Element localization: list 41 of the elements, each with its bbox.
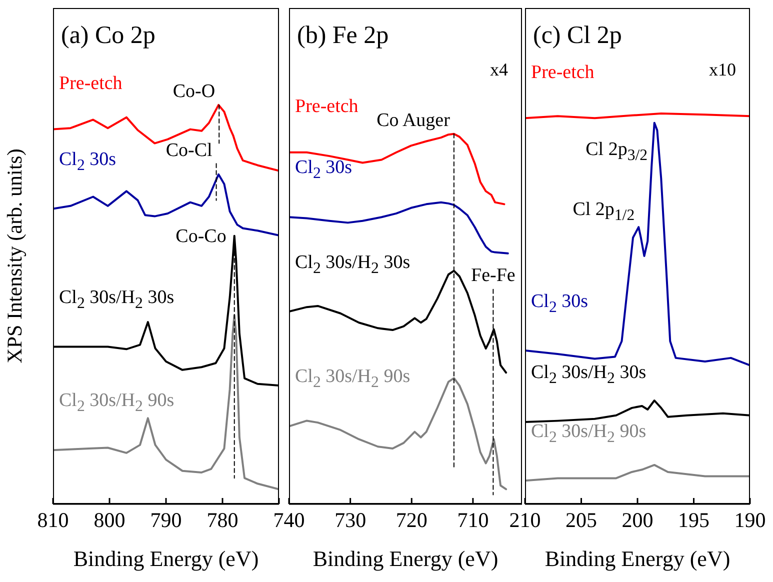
series-label: Pre-etch bbox=[295, 96, 358, 118]
x-tick-label: 195 bbox=[678, 508, 710, 532]
chart-title: (c) Cl 2p bbox=[533, 22, 622, 50]
series-label: Cl$_{2}$ 30s bbox=[295, 157, 352, 184]
x-axis-title: Binding Energy (eV) bbox=[73, 546, 259, 571]
x-tick-label: 800 bbox=[94, 508, 126, 532]
text: x4 bbox=[490, 60, 508, 80]
x-axis-title: Binding Energy (eV) bbox=[312, 546, 498, 571]
series-label: Cl$_{2}$ 30s/H$_{2}$ 90s bbox=[59, 390, 174, 416]
x-tick-label: 730 bbox=[334, 508, 366, 532]
x-tick-label: 205 bbox=[566, 508, 597, 532]
series-label: Cl$_{2}$ 30s bbox=[531, 290, 588, 316]
annotation: Fe-Fe bbox=[471, 265, 516, 288]
x-tick-label: 720 bbox=[396, 508, 428, 532]
x-tick-label: 740 bbox=[273, 508, 305, 532]
x-axis-title: Binding Energy (eV) bbox=[544, 546, 730, 571]
series-label: Pre-etch bbox=[531, 62, 594, 84]
series-label: Cl$_{2}$ 30s/H$_{2}$ 90s bbox=[295, 366, 410, 392]
annotation: Co-Cl bbox=[166, 140, 212, 162]
annotation: Co-O bbox=[172, 80, 216, 103]
series-label: Cl$_{2}$ 30s/H$_{2}$ 30s bbox=[295, 252, 410, 278]
series-label: Pre-etch bbox=[59, 73, 122, 96]
x-tick-label: 200 bbox=[622, 508, 654, 532]
chart-title: (b) Fe 2p bbox=[297, 22, 389, 50]
x-tick-label: 210 bbox=[509, 508, 541, 532]
text: x10 bbox=[709, 60, 736, 80]
annotation: Cl 2p$_{3/2}$ bbox=[586, 139, 648, 165]
x-tick-label: 810 bbox=[37, 508, 69, 532]
chart-title: (a) Co 2p bbox=[61, 22, 156, 50]
x-tick-label: 710 bbox=[457, 508, 489, 532]
series-label: Cl$_{2}$ 30s/H$_{2}$ 90s bbox=[531, 420, 646, 447]
annotation: Cl 2p$_{1/2}$ bbox=[572, 199, 635, 226]
series-label: Cl$_{2}$ 30s/H$_{2}$ 30s bbox=[531, 362, 646, 388]
annotation: Co Auger bbox=[376, 110, 450, 132]
x-tick-label: 790 bbox=[150, 508, 182, 532]
series-label: Cl$_{2}$ 30s bbox=[59, 148, 116, 175]
x-tick-label: 780 bbox=[206, 508, 238, 532]
x-tick-label: 190 bbox=[734, 508, 766, 532]
annotation: Co-Co bbox=[176, 226, 226, 248]
y-axis-title: XPS Intensity (arb. units) bbox=[2, 148, 28, 364]
series-label: Cl$_{2}$ 30s/H$_{2}$ 30s bbox=[59, 286, 174, 313]
